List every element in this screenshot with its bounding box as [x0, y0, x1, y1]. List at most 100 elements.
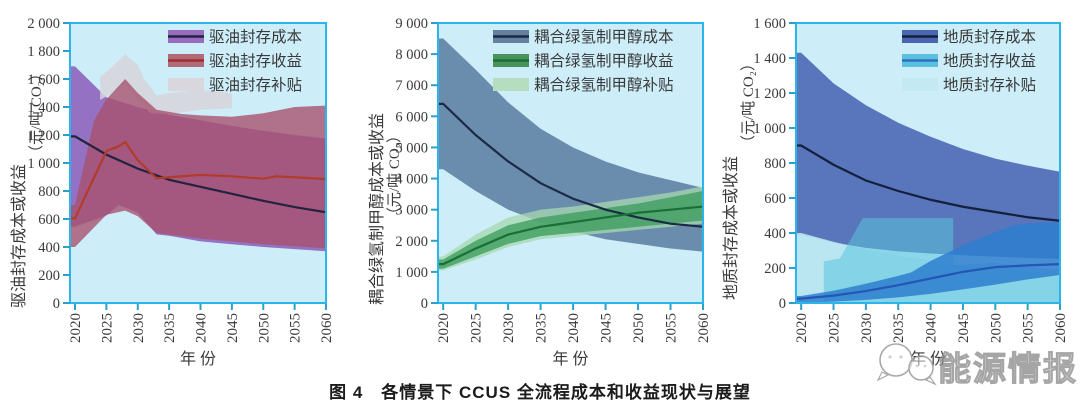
band-驱油封存补贴区间: [100, 54, 232, 114]
y-tick-label: 1 400: [27, 100, 60, 116]
legend-label: 驱油封存补贴: [209, 76, 302, 94]
y-tick-label: 8 000: [395, 47, 428, 63]
watermark-text: 能源情报: [938, 351, 1078, 388]
legend-item: 驱油封存收益: [168, 52, 302, 70]
line-地质封存收益: [796, 263, 1060, 300]
y-axis-title-units: （元/吨 CO₂）: [386, 128, 403, 222]
y-tick-label: 400: [764, 226, 786, 242]
y-tick-label: 0: [779, 296, 786, 312]
y-axis-title: 地质封存成本或收益: [722, 156, 740, 300]
y-tick-label: 3 000: [395, 203, 428, 219]
y-tick-label: 1 000: [753, 121, 786, 137]
x-tick-label: 2030: [131, 313, 147, 343]
watermark: 能源情报: [876, 343, 1078, 389]
y-tick-label: 4 000: [395, 172, 428, 188]
legend-swatch: [168, 78, 204, 91]
line-耦合绿氢制甲醇成本: [438, 102, 703, 228]
y-tick-label: 1 400: [753, 51, 786, 67]
line-驱油封存收益: [70, 140, 326, 220]
line-耦合绿氢制甲醇收益: [438, 205, 703, 266]
y-tick-label: 0: [53, 296, 60, 312]
x-tick-label: 2040: [566, 313, 582, 343]
chart-panels-row: 0 200 400 600 800 1 000 1 200 1 400 1 600 1 800 2 …: [10, 16, 1069, 368]
wechat-logo-icon: [876, 343, 937, 386]
x-tick-label: 2025: [469, 313, 485, 343]
y-tick-label: 0: [421, 296, 428, 312]
y-axis-title: 驱油封存成本或收益: [10, 164, 28, 308]
legend-item: 地质封存补贴: [902, 76, 1036, 94]
x-tick-label: 2020: [436, 313, 452, 343]
y-tick-label: 800: [764, 156, 786, 172]
legend-label: 驱油封存收益: [209, 52, 302, 70]
x-tick-label: 2035: [162, 313, 178, 343]
plot-series-layer: [438, 38, 703, 271]
x-tick-label: 2035: [534, 313, 550, 343]
y-tick-label: 9 000: [395, 16, 428, 32]
x-tick-label: 2045: [956, 313, 972, 343]
x-tick-label: 2050: [631, 313, 647, 343]
legend-item: 耦合绿氢制甲醇补贴: [493, 76, 674, 94]
legend-label: 耦合绿氢制甲醇成本: [534, 28, 674, 46]
x-tick-label: 2035: [891, 313, 907, 343]
x-tick-label: 2055: [288, 313, 304, 343]
x-tick-label: 2045: [599, 313, 615, 343]
y-tick-label: 1 600: [27, 72, 60, 88]
legend-swatch: [493, 78, 529, 91]
x-tick-label: 2060: [1053, 313, 1069, 343]
figure-caption: 图 4 各情景下 CCUS 全流程成本和收益现状与展望: [329, 383, 751, 402]
legend-label: 驱油封存成本: [209, 28, 302, 46]
line-驱油封存成本: [70, 135, 326, 214]
band-地质封存收益区间: [796, 222, 1060, 303]
x-axis-title: 年 份: [552, 350, 588, 368]
y-tick-label: 800: [38, 184, 60, 200]
y-tick-label: 2 000: [27, 16, 60, 32]
x-tick-label: 2025: [99, 313, 115, 343]
x-tick-label: 2040: [194, 313, 210, 343]
legend-label: 耦合绿氢制甲醇收益: [534, 52, 674, 70]
line-地质封存成本: [796, 144, 1060, 222]
y-tick-label: 1 800: [27, 44, 60, 60]
chart-panel-methanol: 0 1 000 2 000 3 000 4 000 5 000 6 000 7 000 8 00…: [368, 16, 712, 368]
x-axis-title: 年 份: [180, 350, 216, 368]
legend-item: 地质封存成本: [902, 28, 1036, 46]
legend-label: 地质封存收益: [943, 52, 1036, 70]
chart-panel-eor: 0 200 400 600 800 1 000 1 200 1 400 1 600 1 800 2 …: [10, 16, 335, 368]
band-耦合绿氢制甲醇收益区间: [438, 191, 703, 269]
chart-panel-geological: 0 200 400 600 800 1 000 1 200 1 400 1 600 2020 202…: [722, 16, 1069, 368]
x-tick-label: 2055: [1021, 313, 1037, 343]
legend-item: 地质封存收益: [902, 52, 1036, 70]
x-tick-label: 2060: [696, 313, 712, 343]
x-tick-label: 2025: [827, 313, 843, 343]
y-tick-label: 7 000: [395, 78, 428, 94]
y-tick-label: 200: [764, 261, 786, 277]
y-tick-label: 400: [38, 240, 60, 256]
y-tick-label: 1 000: [395, 265, 428, 281]
y-tick-label: 1 200: [753, 86, 786, 102]
band-地质封存成本区间: [796, 52, 1060, 259]
x-tick-label: 2060: [319, 313, 335, 343]
y-tick-label: 1 200: [27, 128, 60, 144]
y-tick-label: 6 000: [395, 109, 428, 125]
x-tick-label: 2050: [256, 313, 272, 343]
plot-series-layer: [70, 54, 326, 252]
x-tick-label: 2045: [225, 313, 241, 343]
y-tick-label: 1 600: [753, 16, 786, 32]
x-tick-label: 2040: [924, 313, 940, 343]
x-tick-label: 2020: [68, 313, 84, 343]
x-tick-label: 2055: [664, 313, 680, 343]
legend-item: 驱油封存补贴: [168, 76, 302, 94]
plot-frame: [437, 22, 704, 304]
y-tick-label: 600: [38, 212, 60, 228]
legend-item: 耦合绿氢制甲醇成本: [493, 28, 674, 46]
x-tick-label: 2030: [859, 313, 875, 343]
plot-series-layer: [796, 52, 1060, 303]
legend-label: 地质封存补贴: [943, 76, 1036, 94]
x-tick-label: 2020: [794, 313, 810, 343]
y-tick-label: 600: [764, 191, 786, 207]
y-tick-label: 1 000: [27, 156, 60, 172]
y-axis-title-units: （元/吨 CO₂）: [28, 66, 45, 160]
legend-swatch: [902, 78, 938, 91]
y-axis-title: 耦合绿氢制甲醇成本或收益: [368, 113, 386, 305]
legend-item: 驱油封存成本: [168, 28, 302, 46]
